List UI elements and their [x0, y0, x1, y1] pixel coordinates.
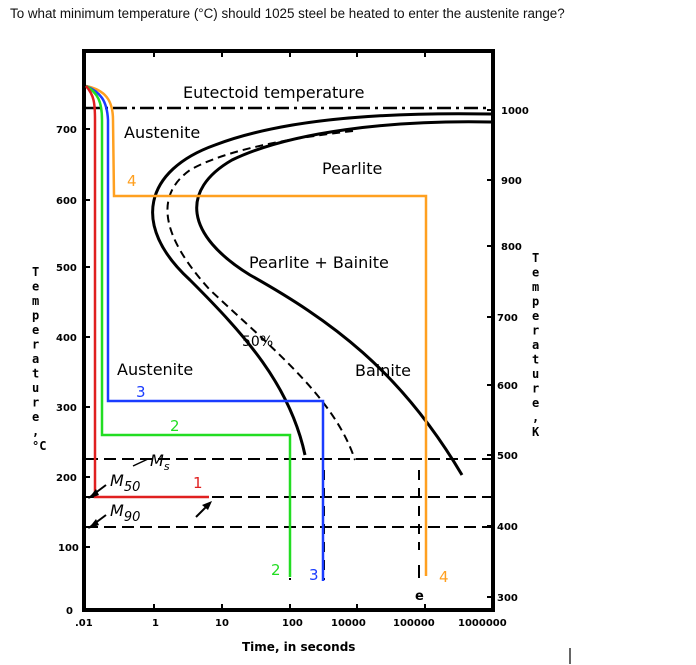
axis-title-letter: m [32, 294, 39, 308]
axis-title-letter: , [32, 425, 39, 439]
right-tick: 300 [497, 593, 518, 604]
left-tick: 500 [56, 263, 77, 274]
axis-title-letter: T [532, 251, 539, 265]
left-tick: 100 [58, 543, 79, 554]
axis-title-letter: r [32, 396, 39, 410]
axis-title-letter: p [532, 295, 539, 309]
bainite-label: Bainite [355, 361, 411, 380]
ms-pointer [132, 458, 149, 467]
left-tick: 400 [56, 333, 77, 344]
cooling-path-1 [85, 85, 209, 499]
path-label-3a: 3 [136, 383, 146, 401]
right-tick: 600 [497, 381, 518, 392]
axis-title-letter: , [532, 411, 539, 425]
m50-arrowhead [88, 489, 99, 499]
left-tick: 600 [56, 196, 77, 207]
start-curve [151, 112, 492, 456]
axis-title-letter: r [32, 338, 39, 352]
axis-title-letter: e [32, 280, 39, 294]
path-label-4a: 4 [127, 172, 137, 190]
axis-title-letter: m [532, 280, 539, 294]
axis-title-letter: T [32, 265, 39, 279]
axis-title-letter: e [32, 323, 39, 337]
right-tick: 800 [501, 242, 522, 253]
x-tick-marks [153, 49, 426, 612]
x-tick: 1000000 [458, 618, 507, 629]
axis-title-letter: e [532, 396, 539, 410]
path-label-2a: 2 [170, 417, 180, 435]
left-axis-ticks: 0 100 200 300 400 500 600 700 [56, 125, 79, 617]
axis-title-letter: K [532, 425, 540, 439]
fifty-percent-curve [166, 130, 356, 461]
right-tick: 1000 [501, 106, 529, 117]
path-1-arrowhead [202, 501, 212, 510]
axis-title-letter: a [532, 338, 539, 352]
m50-label: M50 [110, 471, 140, 495]
question-text: To what minimum temperature (°C) should … [10, 6, 565, 21]
axis-title-letter: u [32, 381, 39, 395]
cooling-path-2 [85, 84, 292, 577]
x-tick: .01 [75, 618, 93, 629]
left-tick: 700 [56, 125, 77, 136]
right-tick-marks [487, 109, 495, 598]
left-tick-marks [82, 128, 90, 611]
eutectoid-label: Eutectoid temperature [183, 83, 364, 102]
finish-curve [195, 120, 492, 476]
x-axis-ticks: .01 1 10 100 10000 100000 1000000 [75, 618, 507, 629]
axis-title-letter: e [532, 266, 539, 280]
fifty-percent-label: 50% [242, 334, 273, 350]
left-tick: 0 [66, 606, 73, 617]
axis-title-letter: t [532, 353, 539, 367]
plot-frame [82, 49, 495, 612]
x-tick: 10 [215, 618, 229, 629]
x-tick: 1 [152, 618, 159, 629]
path-label-2b: 2 [271, 561, 281, 579]
axis-title-letter: r [532, 324, 539, 338]
austenite-top-label: Austenite [124, 123, 200, 142]
x-axis-title: Time, in seconds [242, 640, 355, 654]
axis-title-letter: °C [32, 439, 46, 453]
axis-title-letter: a [32, 352, 39, 366]
axis-title-letter: e [532, 309, 539, 323]
axis-title-letter: t [32, 367, 39, 381]
path-label-4b: 4 [439, 568, 449, 586]
cooling-path-4 [85, 84, 428, 576]
axis-title-letter: r [532, 382, 539, 396]
axis-title-letter: e [32, 410, 39, 424]
right-tick: 400 [497, 522, 518, 533]
pearlite-label: Pearlite [322, 159, 382, 178]
x-tick: 100 [282, 618, 303, 629]
right-tick: 700 [497, 313, 518, 324]
right-axis-ticks: 300 400 500 600 700 800 900 1000 [497, 106, 529, 604]
ms-label: Ms [150, 451, 170, 473]
axis-title-letter: u [532, 367, 539, 381]
path-label-1: 1 [193, 474, 203, 492]
m90-label: M90 [110, 501, 140, 525]
e-label: e [415, 589, 424, 604]
pearlite-bainite-label: Pearlite + Bainite [249, 253, 389, 272]
m90-arrowhead [88, 519, 99, 529]
x-tick: 100000 [393, 618, 435, 629]
left-tick: 200 [56, 473, 77, 484]
path-label-3b: 3 [309, 566, 319, 584]
x-tick: 10000 [331, 618, 366, 629]
left-tick: 300 [56, 403, 77, 414]
right-tick: 500 [497, 451, 518, 462]
right-tick: 900 [501, 176, 522, 187]
austenite-mid-label: Austenite [117, 360, 193, 379]
axis-title-letter: p [32, 309, 39, 323]
